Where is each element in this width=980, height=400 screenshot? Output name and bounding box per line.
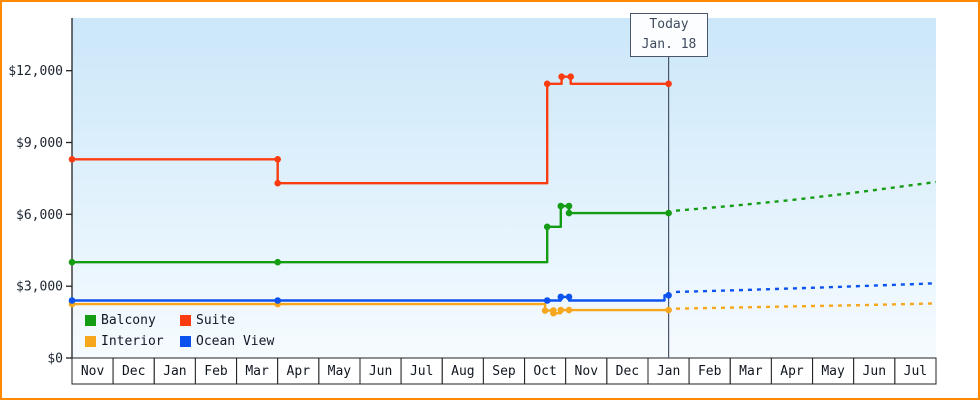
legend-item-suite: Suite <box>180 310 350 330</box>
month-label: Jul <box>410 364 433 379</box>
month-cell <box>277 357 320 385</box>
month-label: Feb <box>204 364 228 379</box>
data-point-interior[interactable] <box>665 306 672 314</box>
y-axis-label: $3,000 <box>16 280 63 295</box>
month-label: Oct <box>533 364 556 379</box>
series-projection-ocean-view <box>675 282 937 294</box>
data-point-ocean-view[interactable] <box>665 292 672 299</box>
series-line-balcony <box>72 204 669 264</box>
data-point-balcony[interactable] <box>565 209 573 217</box>
month-label: Mar <box>245 364 269 379</box>
data-point-interior[interactable] <box>541 307 549 314</box>
legend-label-suite: Suite <box>196 312 236 328</box>
month-cell <box>565 357 608 385</box>
month-label: Aug <box>451 364 474 379</box>
month-label: Dec <box>122 364 145 379</box>
data-point-suite[interactable] <box>274 179 282 187</box>
data-point-suite[interactable] <box>68 156 76 163</box>
data-point-ocean-view[interactable] <box>68 297 76 304</box>
month-cell <box>812 357 855 385</box>
month-cell <box>482 357 525 385</box>
data-point-suite[interactable] <box>543 80 551 88</box>
y-axis-label: $9,000 <box>16 136 63 151</box>
month-cell <box>71 357 114 385</box>
month-cell <box>647 357 690 385</box>
data-point-interior[interactable] <box>565 306 573 314</box>
data-point-ocean-view[interactable] <box>274 297 282 304</box>
month-cell <box>153 357 196 385</box>
series-projection-interior <box>675 302 937 310</box>
month-label: Sep <box>492 364 516 379</box>
data-point-suite[interactable] <box>558 73 565 80</box>
data-point-ocean-view[interactable] <box>565 293 573 301</box>
legend-swatch-ocean-view <box>180 335 191 347</box>
y-axis-label: $6,000 <box>16 208 63 223</box>
month-label: Dec <box>616 364 639 379</box>
month-label: Jun <box>369 364 392 379</box>
y-axis-label: $0 <box>47 352 63 367</box>
month-label: Apr <box>287 364 311 379</box>
today-label-line2: Jan. 18 <box>641 37 697 52</box>
series-projection-balcony <box>675 180 937 212</box>
month-cell <box>770 357 814 385</box>
month-cell <box>606 357 649 385</box>
data-point-balcony[interactable] <box>68 258 76 266</box>
data-point-ocean-view[interactable] <box>557 293 565 301</box>
month-label: Nov <box>81 364 105 379</box>
legend-item-ocean-view: Ocean View <box>180 331 350 351</box>
data-point-interior[interactable] <box>550 309 557 317</box>
month-label: Nov <box>575 364 599 379</box>
legend-item-balcony: Balcony <box>85 310 180 330</box>
month-cell <box>729 357 772 385</box>
month-cell <box>894 357 937 385</box>
month-label: Feb <box>698 364 722 379</box>
month-label: Jul <box>904 364 927 379</box>
month-label: Mar <box>739 364 763 379</box>
legend-swatch-interior <box>85 335 96 347</box>
month-label: Jan <box>657 364 680 379</box>
data-point-interior[interactable] <box>557 306 565 314</box>
data-point-balcony[interactable] <box>557 202 565 210</box>
legend-swatch-suite <box>180 314 191 326</box>
today-marker-label: Today Jan. 18 <box>630 13 708 57</box>
series-line-suite <box>72 75 669 185</box>
today-label-line1: Today <box>649 17 689 32</box>
series-line-ocean-view <box>72 294 669 302</box>
data-point-suite[interactable] <box>274 156 282 163</box>
data-point-suite[interactable] <box>567 73 574 80</box>
month-label: May <box>821 364 845 379</box>
month-label: May <box>328 364 352 379</box>
data-point-balcony[interactable] <box>665 209 672 217</box>
month-cell <box>112 357 155 385</box>
y-axis-label: $12,000 <box>8 64 63 79</box>
data-point-balcony[interactable] <box>565 202 573 210</box>
legend: Balcony Suite Interior Ocean View <box>85 310 350 351</box>
month-label: Jan <box>163 364 186 379</box>
legend-label-ocean-view: Ocean View <box>196 333 275 349</box>
legend-label-interior: Interior <box>101 333 164 349</box>
month-cell <box>359 357 402 385</box>
month-label: Apr <box>780 364 804 379</box>
legend-item-interior: Interior <box>85 331 180 351</box>
legend-label-balcony: Balcony <box>101 312 156 328</box>
data-point-ocean-view[interactable] <box>543 297 551 304</box>
month-label: Jun <box>863 364 886 379</box>
data-point-suite[interactable] <box>665 80 672 88</box>
month-cell <box>318 357 361 385</box>
data-point-balcony[interactable] <box>543 223 551 231</box>
month-cell <box>441 357 484 385</box>
legend-swatch-balcony <box>85 314 96 326</box>
month-cell <box>853 357 896 385</box>
month-cell <box>524 357 567 385</box>
data-point-balcony[interactable] <box>274 258 282 266</box>
